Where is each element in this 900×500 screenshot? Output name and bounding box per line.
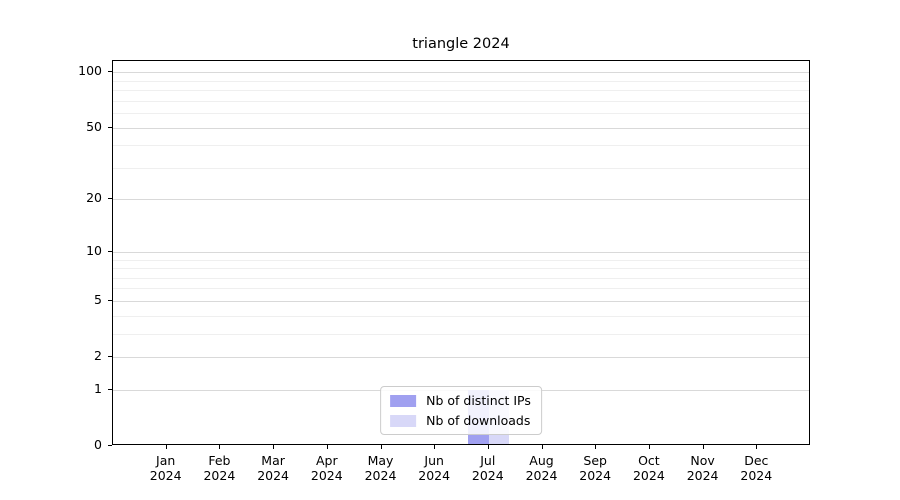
y-gridline-minor [113, 80, 809, 82]
y-gridline-minor [113, 100, 809, 102]
y-tick-mark [108, 250, 112, 252]
y-tick-mark [108, 445, 112, 446]
x-tick-label: Oct 2024 [617, 453, 681, 483]
x-tick-month: Jul [480, 453, 496, 468]
x-tick-label: Nov 2024 [671, 453, 735, 483]
y-gridline-minor [113, 167, 809, 169]
x-tick-year: 2024 [149, 468, 182, 483]
legend-swatch-icon [390, 394, 417, 407]
x-tick-label: Mar 2024 [241, 453, 305, 483]
y-tick-label: 5 [94, 291, 102, 307]
x-tick-year: 2024 [203, 468, 236, 483]
y-tick-mark [108, 126, 112, 128]
x-tick-month: Aug [529, 453, 554, 468]
y-tick-label: 20 [86, 190, 102, 206]
y-tick-mark [108, 198, 112, 200]
x-tick-label: Dec 2024 [724, 453, 788, 483]
y-tick-label: 2 [94, 348, 102, 363]
y-gridline-minor [113, 268, 809, 269]
x-tick-label: Aug 2024 [510, 453, 574, 483]
x-tick-month: Jun [424, 453, 444, 468]
y-tick-mark [108, 356, 112, 357]
y-gridline-minor [113, 90, 809, 92]
x-tick-mark [648, 445, 650, 449]
x-tick-mark [702, 445, 704, 449]
plot-area: Nb of distinct IPs Nb of downloads [112, 60, 810, 445]
y-gridline-minor [113, 315, 809, 317]
x-tick-month: Mar [261, 453, 285, 468]
y-tick-mark [108, 388, 112, 390]
y-gridline-minor [113, 145, 809, 147]
y-tick-mark [108, 299, 112, 301]
x-tick-month: Apr [315, 453, 338, 468]
x-tick-year: 2024 [632, 468, 665, 483]
y-gridline-major [113, 127, 809, 129]
legend-label: Nb of downloads [426, 413, 531, 428]
legend-swatch-icon [390, 414, 417, 427]
x-tick-mark [165, 445, 167, 449]
y-gridline-major [113, 300, 809, 302]
y-gridline-major [113, 72, 809, 74]
y-tick-label: 100 [78, 63, 102, 79]
y-gridline-major [113, 251, 809, 253]
x-tick-year: 2024 [471, 468, 504, 483]
y-tick-label: 0 [94, 437, 102, 452]
x-tick-mark [541, 445, 543, 449]
legend: Nb of distinct IPs Nb of downloads [380, 386, 542, 435]
legend-label: Nb of distinct IPs [426, 393, 531, 408]
x-tick-month: Feb [208, 453, 231, 468]
x-tick-label: Jun 2024 [402, 453, 466, 483]
x-tick-year: 2024 [579, 468, 612, 483]
x-tick-month: Jan [156, 453, 176, 468]
x-tick-label: Jul 2024 [456, 453, 520, 483]
x-tick-month: Nov [690, 453, 715, 468]
x-tick-month: Sep [583, 453, 607, 468]
legend-row: Nb of distinct IPs [390, 393, 531, 408]
x-tick-mark [595, 445, 597, 449]
y-tick-mark [108, 71, 112, 73]
x-tick-year: 2024 [525, 468, 558, 483]
x-tick-label: Feb 2024 [187, 453, 251, 483]
y-gridline-minor [113, 277, 809, 279]
x-tick-year: 2024 [310, 468, 343, 483]
x-tick-mark [273, 445, 275, 449]
x-tick-year: 2024 [257, 468, 289, 483]
y-gridline-minor [113, 333, 809, 335]
y-tick-label: 1 [94, 380, 102, 396]
y-gridline-minor [113, 259, 809, 261]
x-tick-mark [756, 445, 758, 449]
x-tick-year: 2024 [364, 468, 397, 483]
y-tick-label: 10 [86, 242, 102, 258]
y-gridline-minor [113, 288, 809, 290]
x-tick-label: May 2024 [349, 453, 413, 483]
legend-row: Nb of downloads [390, 413, 531, 428]
x-tick-year: 2024 [740, 468, 773, 483]
x-tick-month: Oct [638, 453, 660, 468]
x-tick-year: 2024 [418, 468, 451, 483]
x-tick-month: Dec [744, 453, 769, 468]
x-tick-mark [380, 445, 382, 449]
x-tick-mark [434, 445, 436, 449]
x-tick-label: Apr 2024 [295, 453, 359, 483]
y-tick-label: 50 [86, 118, 102, 134]
x-tick-mark [487, 445, 489, 449]
x-tick-mark [219, 445, 221, 449]
x-tick-mark [326, 445, 328, 449]
y-gridline-minor [113, 113, 809, 115]
chart-title: triangle 2024 [412, 36, 510, 52]
y-gridline-major [113, 357, 809, 358]
x-tick-month: May [367, 453, 394, 468]
x-tick-label: Sep 2024 [563, 453, 627, 483]
y-gridline-major [113, 199, 809, 201]
x-tick-year: 2024 [686, 468, 719, 483]
x-tick-label: Jan 2024 [134, 453, 198, 483]
